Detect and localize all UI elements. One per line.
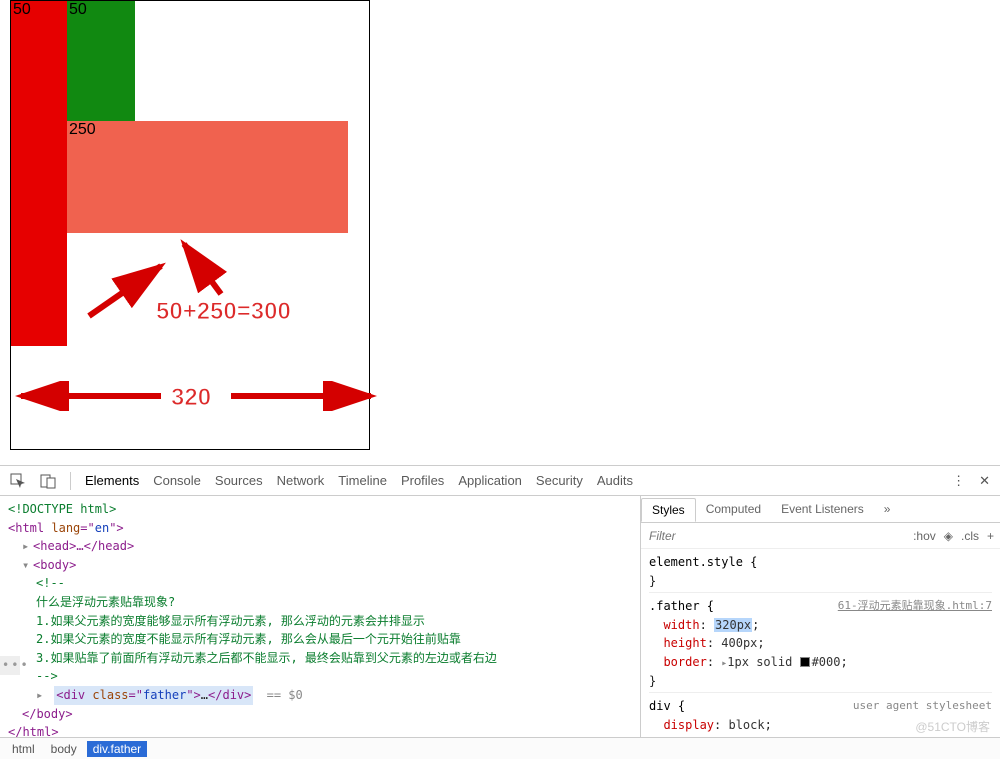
rendered-viewport: 50 50 250 50+250=300 320 [0,0,1000,465]
orange-box-label: 250 [69,121,96,139]
inspect-icon[interactable] [10,473,26,489]
crumb-html[interactable]: html [6,741,41,757]
comment-line-3: 2.如果父元素的宽度不能显示所有浮动元素, 那么会从最后一个元开始往前贴靠 [8,630,632,649]
red-box: 50 [11,1,67,346]
selected-element-row[interactable]: <div class="father">…</div> [54,686,253,705]
crumb-div-father[interactable]: div.father [87,741,147,757]
hov-toggle[interactable]: :hov [913,529,936,543]
tab-security[interactable]: Security [536,473,583,488]
ua-stylesheet-label: user agent stylesheet [853,697,992,714]
tab-elements[interactable]: Elements [85,473,139,488]
styles-pane: Styles Computed Event Listeners » :hov ◈… [640,496,1000,737]
kebab-menu-icon[interactable]: ⋮ [952,473,965,489]
comment-line-0: <!-- [8,574,632,593]
green-box-label: 50 [69,1,87,19]
equals-dollar-zero: == $0 [261,688,303,702]
rule-element-style[interactable]: element.style { } [649,553,992,593]
arrow-upper-right [166,236,236,301]
tab-sources[interactable]: Sources [215,473,263,488]
styles-tab-styles[interactable]: Styles [641,498,696,522]
device-toggle-icon[interactable] [40,473,56,489]
cls-toggle[interactable]: .cls [961,529,979,543]
arrow-width-left [11,381,171,411]
comment-line-5: --> [8,667,632,686]
arrow-width-right [221,381,381,411]
devtools-toolbar: Elements Console Sources Network Timelin… [0,466,1000,496]
rule-father[interactable]: 61-浮动元素贴靠现象.html:7 .father { width: 320p… [649,597,992,693]
orange-box: 250 [67,121,348,233]
tab-timeline[interactable]: Timeline [338,473,387,488]
tab-profiles[interactable]: Profiles [401,473,444,488]
rule-source-link[interactable]: 61-浮动元素贴靠现象.html:7 [838,597,992,614]
close-icon[interactable]: ✕ [979,473,990,489]
color-swatch-icon[interactable] [800,657,810,667]
doctype-line: <!DOCTYPE html> [8,502,116,516]
tab-console[interactable]: Console [153,473,201,488]
styles-tab-more[interactable]: » [874,498,901,520]
tab-network[interactable]: Network [277,473,325,488]
devtools-panel: Elements Console Sources Network Timelin… [0,465,1000,759]
styles-tab-listeners[interactable]: Event Listeners [771,498,874,520]
annotation-sum: 50+250=300 [156,298,291,326]
comment-line-4: 3.如果贴靠了前面所有浮动元素之后都不能显示, 最终会贴靠到父元素的左边或者右边 [8,649,632,668]
elements-tree[interactable]: ••• <!DOCTYPE html> <html lang="en"> ▸<h… [0,496,640,737]
tab-audits[interactable]: Audits [597,473,633,488]
styles-tab-computed[interactable]: Computed [696,498,771,520]
crumb-body[interactable]: body [45,741,83,757]
comment-line-1: 什么是浮动元素贴靠现象? [8,593,632,612]
styles-filter-input[interactable] [647,528,905,544]
father-box: 50 50 250 50+250=300 320 [10,0,370,450]
new-rule-plus[interactable]: + [987,529,994,543]
tab-application[interactable]: Application [458,473,522,488]
comment-line-2: 1.如果父元素的宽度能够显示所有浮动元素, 那么浮动的元素会并排显示 [8,612,632,631]
annotation-width: 320 [171,384,211,412]
green-box: 50 [67,1,135,121]
pin-icon[interactable]: ◈ [944,529,953,543]
red-box-label: 50 [13,1,31,19]
watermark: @51CTO博客 [915,718,990,735]
gutter-dots: ••• [0,656,20,675]
elements-breadcrumbs: html body div.father [0,737,1000,759]
